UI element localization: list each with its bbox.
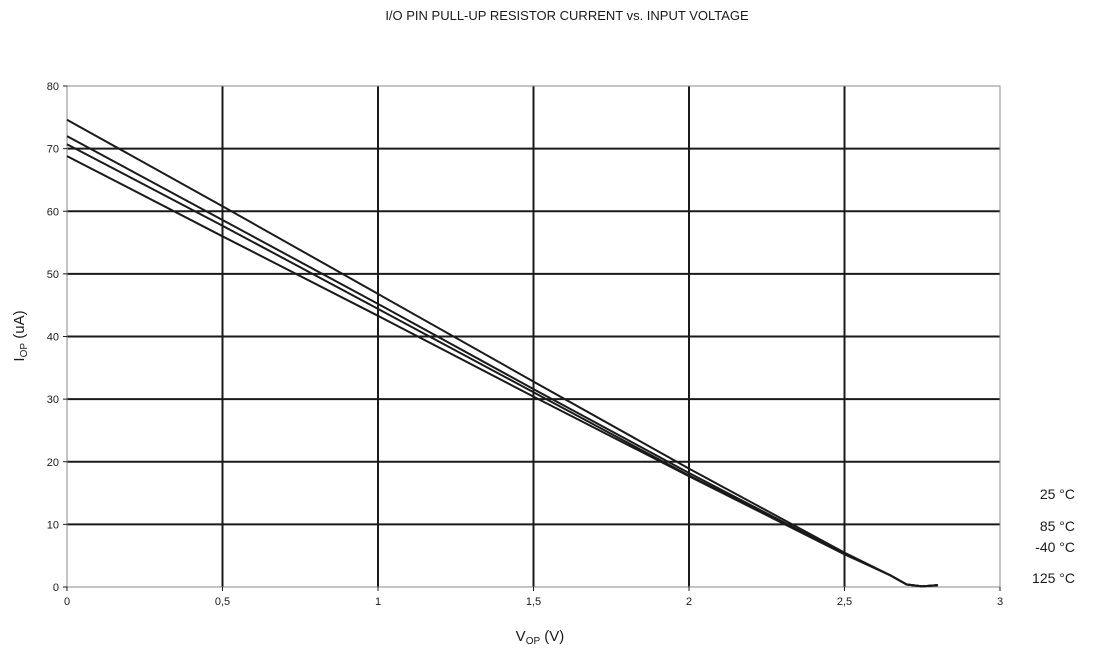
legend-label: -40 °C [1035, 539, 1075, 555]
y-tick-label: 50 [47, 269, 59, 281]
x-tick-label: 1,5 [526, 596, 541, 608]
series-line [66, 118, 938, 588]
series-lines [66, 118, 938, 588]
x-axis-label: VOP (V) [516, 628, 565, 647]
x-tick-label: 3 [997, 596, 1003, 608]
x-tick-label: 2,5 [837, 596, 852, 608]
y-tick-label: 40 [47, 332, 59, 344]
legend-label: 125 °C [1032, 570, 1075, 586]
chart-title: I/O PIN PULL-UP RESISTOR CURRENT vs. INP… [385, 8, 749, 23]
legend-label: 85 °C [1040, 518, 1075, 534]
y-tick-label: 70 [47, 144, 59, 156]
legend: 25 °C 85 °C -40 °C 125 °C [1032, 486, 1075, 586]
y-tick-label: 0 [53, 582, 59, 594]
grid [67, 86, 1000, 587]
y-tick-labels: 0 10 20 30 40 50 60 70 80 [47, 81, 67, 594]
x-tick-label: 1 [375, 596, 381, 608]
series-line [66, 155, 938, 588]
x-tick-label: 0,5 [215, 596, 230, 608]
legend-label: 25 °C [1040, 486, 1075, 502]
x-tick-labels: 0 0,5 1 1,5 2 2,5 3 [64, 587, 1003, 608]
y-tick-label: 80 [47, 81, 59, 93]
x-tick-label: 2 [686, 596, 692, 608]
y-axis-label: IOP (uA) [11, 310, 30, 361]
series-line [66, 135, 938, 588]
y-tick-label: 10 [47, 519, 59, 531]
x-tick-label: 0 [64, 596, 70, 608]
y-tick-label: 60 [47, 206, 59, 218]
y-tick-label: 20 [47, 457, 59, 469]
y-tick-label: 30 [47, 394, 59, 406]
